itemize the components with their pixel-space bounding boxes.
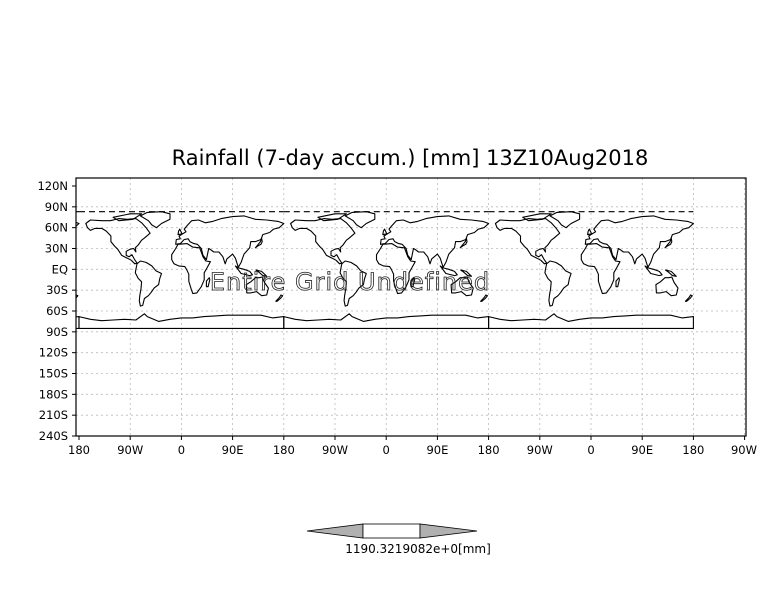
land-outline xyxy=(245,276,269,297)
y-tick-label: 120S xyxy=(39,346,68,360)
x-tick-label: 90E xyxy=(426,443,448,457)
land-outline xyxy=(684,294,693,302)
land-outline xyxy=(549,211,581,229)
x-tick-label: 90W xyxy=(322,443,348,457)
land-outline xyxy=(290,218,356,265)
y-tick-label: 90S xyxy=(46,325,68,339)
undefined-grid-overlay: Entire Grid Undefined xyxy=(210,268,490,296)
land-outlines xyxy=(0,211,694,329)
colorbar-box xyxy=(362,523,421,539)
x-tick-label: 0 xyxy=(178,443,185,457)
land-outline xyxy=(254,237,263,249)
land-outline xyxy=(317,213,347,222)
y-tick-label: EQ xyxy=(52,262,68,276)
land-outline xyxy=(544,260,572,307)
x-tick-label: 90W xyxy=(117,443,143,457)
land-outline xyxy=(494,218,561,265)
land-outline xyxy=(76,294,79,299)
x-tick-label: 90W xyxy=(527,443,553,457)
land-outline xyxy=(134,260,163,307)
x-axis: 180 90W 0 90E 180 90W 0 90E 180 90W 0 90E 180 90W xyxy=(68,436,757,457)
land-outline xyxy=(382,228,388,236)
land-outline xyxy=(112,213,143,222)
colorbar: 1190.3219082e+0[mm] xyxy=(306,523,491,556)
land-outline xyxy=(379,215,490,268)
land-outline xyxy=(85,218,151,265)
x-tick-label: 180 xyxy=(478,443,500,457)
gridlines xyxy=(76,178,746,436)
land-outline xyxy=(459,237,468,249)
land-outline xyxy=(177,228,183,236)
y-axis: 120N 90N 60N 30N EQ 30S 60S 90S 120S 150S 180S 210S… xyxy=(37,179,76,443)
x-tick-label: 90E xyxy=(222,443,244,457)
land-outline xyxy=(522,213,552,222)
colorbar-right-triangle xyxy=(419,523,478,539)
x-tick-label: 0 xyxy=(587,443,594,457)
y-tick-label: 240S xyxy=(39,429,68,443)
x-tick-label: 180 xyxy=(682,443,704,457)
land-outline xyxy=(450,276,474,297)
land-outline xyxy=(344,211,376,229)
land-outline xyxy=(584,215,694,268)
y-tick-label: 120N xyxy=(37,179,68,193)
y-tick-label: 150S xyxy=(39,367,68,381)
land-outline xyxy=(171,243,211,295)
x-tick-label: 180 xyxy=(273,443,295,457)
x-tick-label: 0 xyxy=(383,443,390,457)
land-outline xyxy=(664,237,673,249)
land-outline xyxy=(410,277,416,288)
colorbar-left-triangle xyxy=(306,523,364,539)
land-outline xyxy=(664,269,677,277)
y-tick-label: 60N xyxy=(45,221,68,235)
land-outline xyxy=(488,313,694,329)
land-outline xyxy=(2,278,5,287)
land-outline xyxy=(205,277,211,288)
land-outline xyxy=(283,313,490,329)
plot-frame xyxy=(75,177,747,437)
land-outline xyxy=(139,211,171,229)
land-outline xyxy=(255,269,268,277)
land-outline xyxy=(655,276,679,297)
y-tick-label: 60S xyxy=(46,304,68,318)
land-outline xyxy=(480,294,489,302)
y-tick-label: 30S xyxy=(46,283,68,297)
y-tick-label: 90N xyxy=(45,200,68,214)
land-outline xyxy=(439,265,458,277)
y-tick-label: 180S xyxy=(39,387,68,401)
land-outline xyxy=(175,215,285,268)
land-outline xyxy=(275,294,284,302)
y-tick-label: 210S xyxy=(39,408,68,422)
x-tick-label: 180 xyxy=(68,443,90,457)
land-outline xyxy=(78,313,285,329)
colorbar-labels: 1190.3219082e+0[mm] xyxy=(345,542,491,556)
x-tick-label: 90W xyxy=(731,443,757,457)
land-outline xyxy=(31,266,48,276)
land-outline xyxy=(0,244,6,294)
land-outline xyxy=(615,277,620,288)
land-outline xyxy=(339,260,367,307)
y-tick-label: 30N xyxy=(45,242,68,256)
land-outline xyxy=(460,269,473,277)
land-outline xyxy=(587,228,593,236)
land-outline xyxy=(644,265,663,277)
land-outline xyxy=(580,243,621,295)
land-outline xyxy=(234,265,254,277)
x-tick-label: 90E xyxy=(631,443,653,457)
chart-title: Rainfall (7-day accum.) [mm] 13Z10Aug201… xyxy=(172,146,649,170)
land-outline xyxy=(375,243,416,295)
